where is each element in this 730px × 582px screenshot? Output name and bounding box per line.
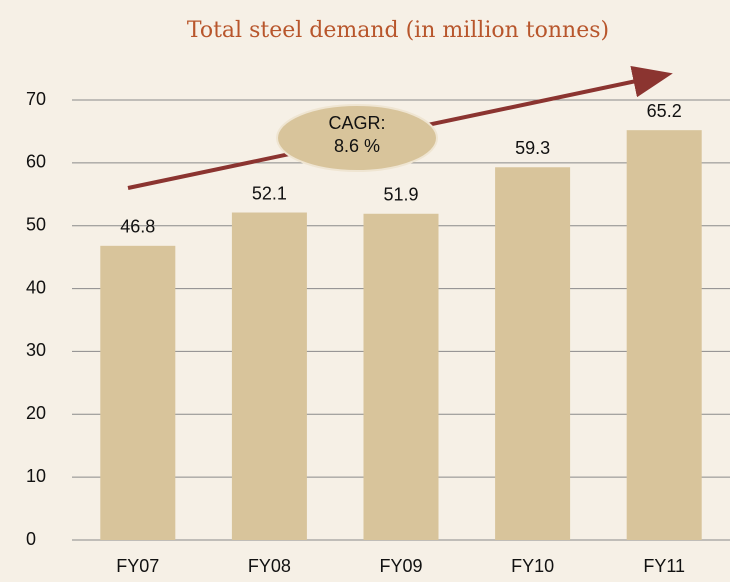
bar [495, 167, 571, 540]
value-label: 59.3 [515, 138, 550, 158]
value-label: 46.8 [120, 217, 155, 237]
bar [626, 130, 702, 540]
chart-title: Total steel demand (in million tonnes) [187, 18, 609, 43]
annotation: CAGR: [328, 113, 385, 133]
value-label: 65.2 [647, 101, 682, 121]
x-tick-label: FY11 [643, 556, 685, 576]
value-label: 51.9 [383, 185, 418, 205]
y-tick-label: 30 [26, 340, 46, 360]
value-label: 52.1 [252, 183, 287, 203]
bars: 46.8 52.1 51.9 59.3 65.2 [100, 101, 702, 541]
x-tick-label: FY09 [379, 556, 422, 576]
annotation: 8.6 % [334, 136, 380, 156]
y-tick-label: 50 [26, 214, 46, 234]
x-tick-label: FY10 [511, 556, 554, 576]
y-tick-label: 60 [26, 152, 46, 172]
grid: 0 10 20 30 40 50 60 70 [26, 89, 730, 549]
cagr-bubble [276, 104, 438, 172]
bar [363, 213, 439, 540]
bar [231, 212, 307, 540]
x-tick-label: FY08 [248, 556, 291, 576]
y-tick-label: 70 [26, 89, 46, 109]
y-tick-label: 10 [26, 466, 46, 486]
y-tick-label: 40 [26, 277, 46, 297]
y-tick-label: 20 [26, 403, 46, 423]
y-tick-label: 0 [26, 529, 36, 549]
bar [100, 245, 176, 541]
x-tick-label: FY07 [116, 556, 159, 576]
